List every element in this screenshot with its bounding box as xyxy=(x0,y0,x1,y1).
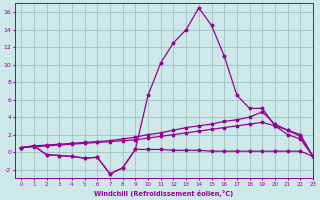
X-axis label: Windchill (Refroidissement éolien,°C): Windchill (Refroidissement éolien,°C) xyxy=(94,190,234,197)
